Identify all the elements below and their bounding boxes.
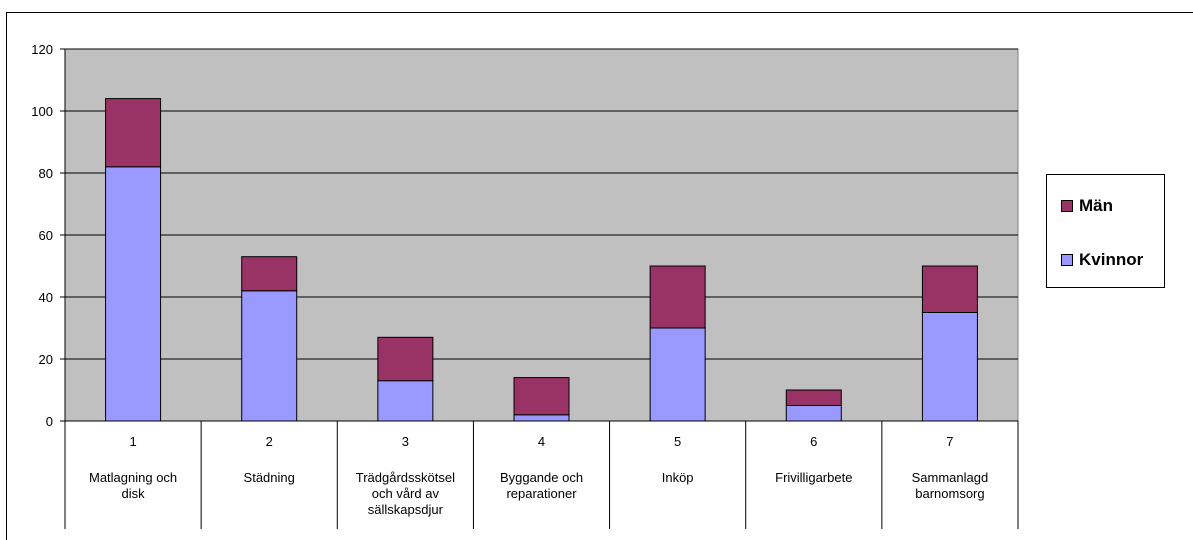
bar-kvinnor-7 [921, 312, 978, 422]
y-tick-label: 120 [31, 42, 53, 57]
bar-man-1 [105, 98, 162, 168]
x-tick-label: 7 [946, 434, 953, 449]
y-tick-label: 40 [39, 290, 53, 305]
x-tick-label: 3 [402, 434, 409, 449]
category-label: Byggande och [500, 470, 583, 485]
chart-frame [6, 12, 1193, 540]
category-label: Inköp [662, 470, 694, 485]
category-label: Matlagning och [89, 470, 177, 485]
category-label: Städning [244, 470, 295, 485]
y-tick-label: 0 [46, 414, 53, 429]
legend-label-kvinnor: Kvinnor [1079, 250, 1144, 269]
category-label: Sammanlagd [912, 470, 989, 485]
legend-label-man: Män [1079, 196, 1113, 215]
y-tick-label: 60 [39, 228, 53, 243]
bar-kvinnor-5 [649, 327, 706, 422]
bar-kvinnor-1 [105, 166, 162, 422]
bar-man-7 [921, 265, 978, 313]
bar-man-6 [785, 389, 842, 406]
bar-man-2 [241, 256, 298, 292]
legend-swatch-man [1061, 200, 1073, 212]
category-label: Trädgårdsskötsel [356, 470, 455, 485]
category-label: barnomsorg [915, 486, 984, 501]
y-tick-label: 20 [39, 352, 53, 367]
bar-man-3 [377, 336, 434, 382]
x-tick-label: 4 [538, 434, 545, 449]
legend-item-man: Män [1061, 196, 1113, 216]
bar-kvinnor-6 [785, 405, 842, 422]
bars [105, 98, 978, 422]
legend: Män Kvinnor [1046, 174, 1165, 288]
x-tick-label: 2 [266, 434, 273, 449]
bar-kvinnor-4 [513, 414, 570, 422]
category-label: Frivilligarbete [775, 470, 852, 485]
legend-item-kvinnor: Kvinnor [1061, 250, 1143, 270]
bar-man-5 [649, 265, 706, 329]
category-label: och vård av [372, 486, 440, 501]
category-label: reparationer [506, 486, 577, 501]
bar-man-4 [513, 377, 570, 416]
y-tick-label: 100 [31, 104, 53, 119]
y-axis-ticks: 0 20 40 60 80 100 120 [31, 42, 65, 429]
y-tick-label: 80 [39, 166, 53, 181]
category-label: sällskapsdjur [368, 502, 444, 517]
gridlines [65, 48, 1018, 360]
bar-kvinnor-3 [377, 380, 434, 422]
x-tick-label: 5 [674, 434, 681, 449]
category-label: disk [122, 486, 146, 501]
bar-kvinnor-2 [241, 290, 298, 422]
x-tick-label: 1 [129, 434, 136, 449]
legend-swatch-kvinnor [1061, 254, 1073, 266]
x-tick-label: 6 [810, 434, 817, 449]
